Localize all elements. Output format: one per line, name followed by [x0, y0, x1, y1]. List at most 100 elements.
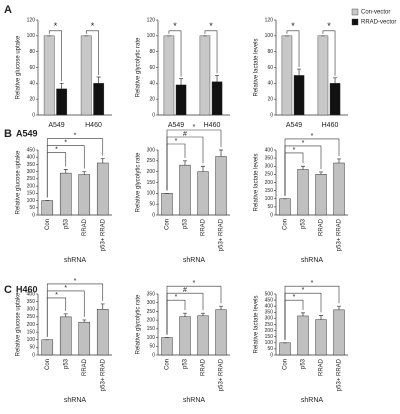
y-tick-label: 350 [147, 291, 156, 297]
bar [215, 156, 227, 216]
x-tick-label: A549 [168, 122, 184, 129]
y-tick-label: 0 [152, 352, 155, 358]
error-bar [100, 303, 105, 310]
y-tick-label: 80 [29, 49, 35, 55]
y-axis-label: Relative glucose uptake [16, 150, 22, 214]
significance-label: * [64, 140, 67, 147]
error-bar [63, 169, 68, 174]
legend-label: RRAD-vector [361, 20, 396, 26]
bar [281, 35, 293, 116]
error-bar [201, 165, 205, 172]
y-tick-label: 400 [265, 304, 274, 310]
bar [197, 171, 209, 216]
bar [80, 35, 92, 116]
y-tick-label: 50 [149, 201, 155, 207]
significance-bracket [166, 129, 222, 191]
x-tick-label: A549 [48, 122, 64, 129]
y-tick-label: 500 [265, 291, 274, 297]
bar [333, 162, 345, 216]
x-tick-label: A549 [286, 122, 302, 129]
x-axis-label: shRNA [301, 397, 324, 404]
y-tick-label: 40 [149, 81, 155, 87]
y-tick-label: 80 [149, 49, 155, 55]
significance-label: * [311, 133, 314, 140]
y-tick-label: 300 [147, 300, 156, 306]
x-tick-label: Con [165, 359, 171, 370]
significance-label: * [64, 285, 67, 292]
bar [315, 174, 327, 216]
y-tick-label: 350 [265, 155, 274, 161]
panel-label: A [4, 4, 12, 16]
y-axis-label: Relative lactate levels [254, 38, 260, 96]
bar [163, 35, 175, 116]
significance-label: * [302, 287, 305, 294]
bar [297, 315, 309, 356]
x-axis-label: shRNA [64, 397, 87, 404]
y-tick-label: 80 [267, 49, 273, 55]
y-axis-label: Relative glucose uptake [16, 35, 22, 99]
significance-bracket [322, 30, 336, 76]
y-tick-label: 300 [27, 169, 36, 175]
bar [41, 339, 54, 356]
error-bar [319, 315, 323, 320]
x-tick-label: p53+ RRAD [219, 218, 225, 251]
bar [59, 172, 72, 216]
y-tick-label: 200 [27, 322, 36, 328]
y-tick-label: 40 [267, 81, 273, 87]
significance-label: * [311, 280, 314, 287]
significance-bracket [46, 283, 104, 337]
bar [333, 309, 345, 356]
y-tick-label: 150 [265, 334, 274, 340]
y-tick-label: 250 [147, 158, 156, 164]
bar [315, 319, 327, 356]
y-tick-label: 100 [27, 337, 36, 343]
bar [197, 315, 209, 356]
y-tick-label: 300 [265, 164, 274, 170]
y-tick-label: 350 [27, 299, 36, 305]
y-tick-label: 250 [265, 322, 274, 328]
y-tick-label: 60 [29, 65, 35, 71]
x-tick-label: p53+ RRAD [100, 218, 106, 251]
significance-label: * [175, 138, 178, 145]
x-tick-label: p53 [183, 218, 189, 229]
y-tick-label: 60 [267, 65, 273, 71]
x-tick-label: RRAD [201, 218, 207, 236]
panel-title: A549 [16, 128, 38, 138]
y-tick-label: 250 [27, 314, 36, 320]
error-bar [215, 75, 220, 82]
y-tick-label: 0 [32, 352, 35, 358]
bar [175, 84, 187, 116]
error-bar [219, 305, 223, 310]
x-tick-label: p53 [63, 358, 69, 369]
significance-bracket [286, 30, 300, 68]
x-tick-label: RRAD [201, 358, 207, 376]
significance-label: * [209, 21, 213, 31]
error-bar [179, 78, 184, 85]
y-tick-label: 150 [265, 188, 274, 194]
x-tick-label: p53 [63, 218, 69, 229]
y-tick-label: 100 [265, 196, 274, 202]
y-tick-label: 0 [152, 212, 155, 218]
bar [279, 342, 291, 356]
y-tick-label: 120 [27, 17, 36, 23]
x-tick-label: RRAD [319, 358, 325, 376]
x-tick-label: RRAD [319, 218, 325, 236]
significance-label: * [291, 21, 295, 31]
error-bar [63, 313, 68, 317]
panel-label: B [4, 128, 12, 140]
x-tick-label: Con [45, 219, 51, 230]
y-tick-label: 150 [27, 191, 36, 197]
y-tick-label: 400 [27, 291, 36, 297]
y-tick-label: 100 [147, 335, 156, 341]
y-tick-label: 0 [32, 212, 35, 218]
significance-bracket [85, 30, 99, 75]
y-tick-label: 100 [265, 33, 274, 39]
x-axis-label: shRNA [301, 257, 324, 264]
x-tick-label: p53+ RRAD [337, 218, 343, 251]
bar [211, 81, 223, 116]
significance-bracket [204, 30, 218, 74]
bar [199, 35, 211, 116]
y-tick-label: 450 [265, 297, 274, 303]
x-tick-label: Con [165, 219, 171, 230]
